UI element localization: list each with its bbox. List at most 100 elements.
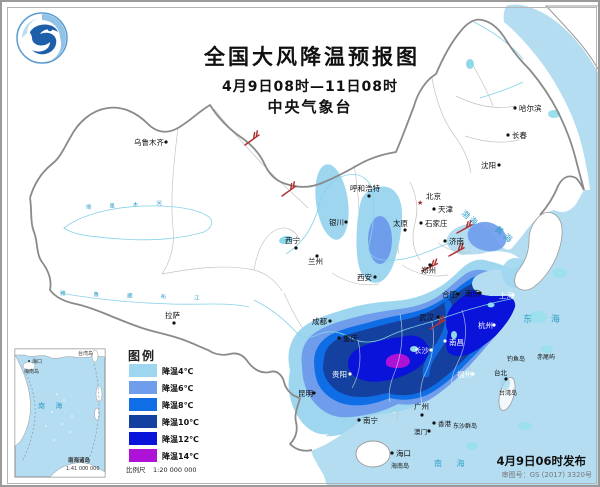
city-dot — [428, 263, 432, 267]
city-label: 上海 — [499, 290, 514, 300]
city-dot — [513, 106, 517, 110]
capital-star-icon: ★ — [417, 199, 423, 207]
city-label: 南京 — [465, 288, 480, 298]
poyang-lake — [451, 331, 457, 339]
city-label: 郑州 — [421, 265, 436, 275]
city-dot — [373, 275, 377, 279]
inset-taiwan — [91, 349, 99, 363]
rivers — [59, 21, 524, 343]
city-dot — [427, 429, 431, 433]
city-label: 香港 — [438, 419, 452, 428]
title-block: 全国大风降温预报图 4月9日08时—11日08时 中央气象台 — [203, 45, 417, 116]
city-dot — [164, 140, 168, 144]
qinghai-lake — [279, 235, 293, 245]
city-dot — [390, 451, 394, 455]
legend: 图例 降温4℃ 降温6℃ 降温8℃ 降温10℃ 降温12℃ 降温14℃ 比例尺 … — [126, 348, 199, 474]
city-dot — [357, 418, 361, 422]
city-dot — [403, 228, 407, 232]
yarlung-river — [59, 292, 250, 308]
taihu-lake — [487, 302, 495, 308]
city-label: 武汉 — [419, 312, 434, 322]
city-dot — [443, 239, 447, 243]
yangtze-river — [253, 298, 512, 343]
city-dot — [344, 220, 348, 224]
inset-dash-line — [21, 363, 100, 469]
inset-borneo-coast — [49, 462, 106, 478]
songhua-river — [479, 81, 524, 99]
agency-name: 中央气象台 — [267, 98, 352, 116]
legend-swatch-4c — [129, 364, 157, 377]
city-dot — [328, 319, 332, 323]
inset-haikou-dot — [28, 360, 30, 362]
legend-swatch-6c — [129, 381, 157, 394]
hainan-island — [355, 440, 391, 468]
inset-map: 海口 海南岛 台湾岛 南 海 南海诸岛 1:41 000 000 — [14, 348, 106, 478]
city-label: 海口 — [396, 448, 411, 458]
city-label: 南宁 — [363, 415, 378, 425]
city-dot — [443, 339, 447, 343]
sea-patch — [529, 311, 547, 323]
legend-label: 降温12℃ — [162, 434, 199, 444]
sea-patch — [541, 345, 553, 353]
city-label: 澳门 — [414, 427, 427, 436]
legend-title: 图例 — [128, 348, 156, 363]
lakes — [279, 59, 495, 352]
legend-label: 降温8℃ — [162, 400, 194, 410]
bohai-cooling-patch — [467, 221, 507, 252]
city-dot — [367, 194, 371, 198]
city-dot — [478, 291, 482, 295]
cooling-region-12c-east — [446, 281, 520, 357]
city-dot — [497, 163, 501, 167]
scale-value: 1:20 000 000 — [153, 466, 197, 474]
legend-label: 降温4℃ — [162, 366, 194, 376]
legend-label: 降温6℃ — [162, 383, 194, 393]
islands — [355, 212, 563, 468]
city-label: 成都 — [312, 316, 327, 326]
city-label: 合肥 — [442, 289, 457, 299]
river-label: 雅鲁藏布江 — [60, 289, 228, 303]
city-label: 天津 — [438, 205, 453, 214]
footer: 4月9日06时发布 审图号：GS (2017) 3320号 — [496, 454, 592, 479]
korea-peninsula — [514, 212, 563, 291]
yellow-river — [285, 173, 454, 261]
city-label: 钓鱼岛 — [507, 355, 525, 363]
amur-river — [473, 21, 524, 60]
sea-of-japan — [503, 4, 598, 190]
city-label: 赤尾屿 — [537, 353, 555, 361]
city-dot — [172, 321, 176, 325]
city-label: 兰州 — [308, 256, 323, 266]
hulun-lake — [466, 59, 474, 69]
dongting-lake — [410, 346, 418, 352]
city-dot — [420, 413, 424, 417]
inset-label: 海口 — [32, 358, 42, 365]
map-frame — [7, 7, 597, 484]
city-label: 昆明 — [298, 389, 313, 398]
map-approval-number: 审图号：GS (2017) 3320号 — [502, 470, 592, 479]
city-dot — [456, 292, 460, 296]
city-label: 济南 — [449, 236, 464, 246]
tarim-river — [63, 205, 213, 241]
city-label: 海南岛 — [391, 462, 409, 470]
city-label: 贵阳 — [332, 369, 347, 379]
city-dot — [294, 246, 298, 250]
issue-time: 4月9日06时发布 — [496, 454, 586, 468]
legend-label: 降温14℃ — [162, 451, 199, 461]
city-label: 沈阳 — [481, 160, 496, 170]
city-dot — [511, 293, 515, 297]
sea-label: 东 海 — [523, 313, 568, 325]
city-dot — [312, 391, 316, 395]
city-dot — [419, 221, 423, 225]
legend-swatch-12c — [129, 432, 157, 445]
sea-label: 南 海 — [434, 458, 471, 468]
river-label: 塔里木河 — [86, 198, 180, 211]
city-dot — [348, 372, 352, 376]
north-cooling-patch-4c — [315, 164, 349, 240]
city-dot — [337, 336, 341, 340]
city-label: 重庆 — [343, 333, 358, 343]
city-label: 台北 — [494, 368, 508, 377]
legend-swatch-10c — [129, 415, 157, 428]
legend-label: 降温10℃ — [162, 417, 199, 427]
city-dot — [471, 372, 475, 376]
